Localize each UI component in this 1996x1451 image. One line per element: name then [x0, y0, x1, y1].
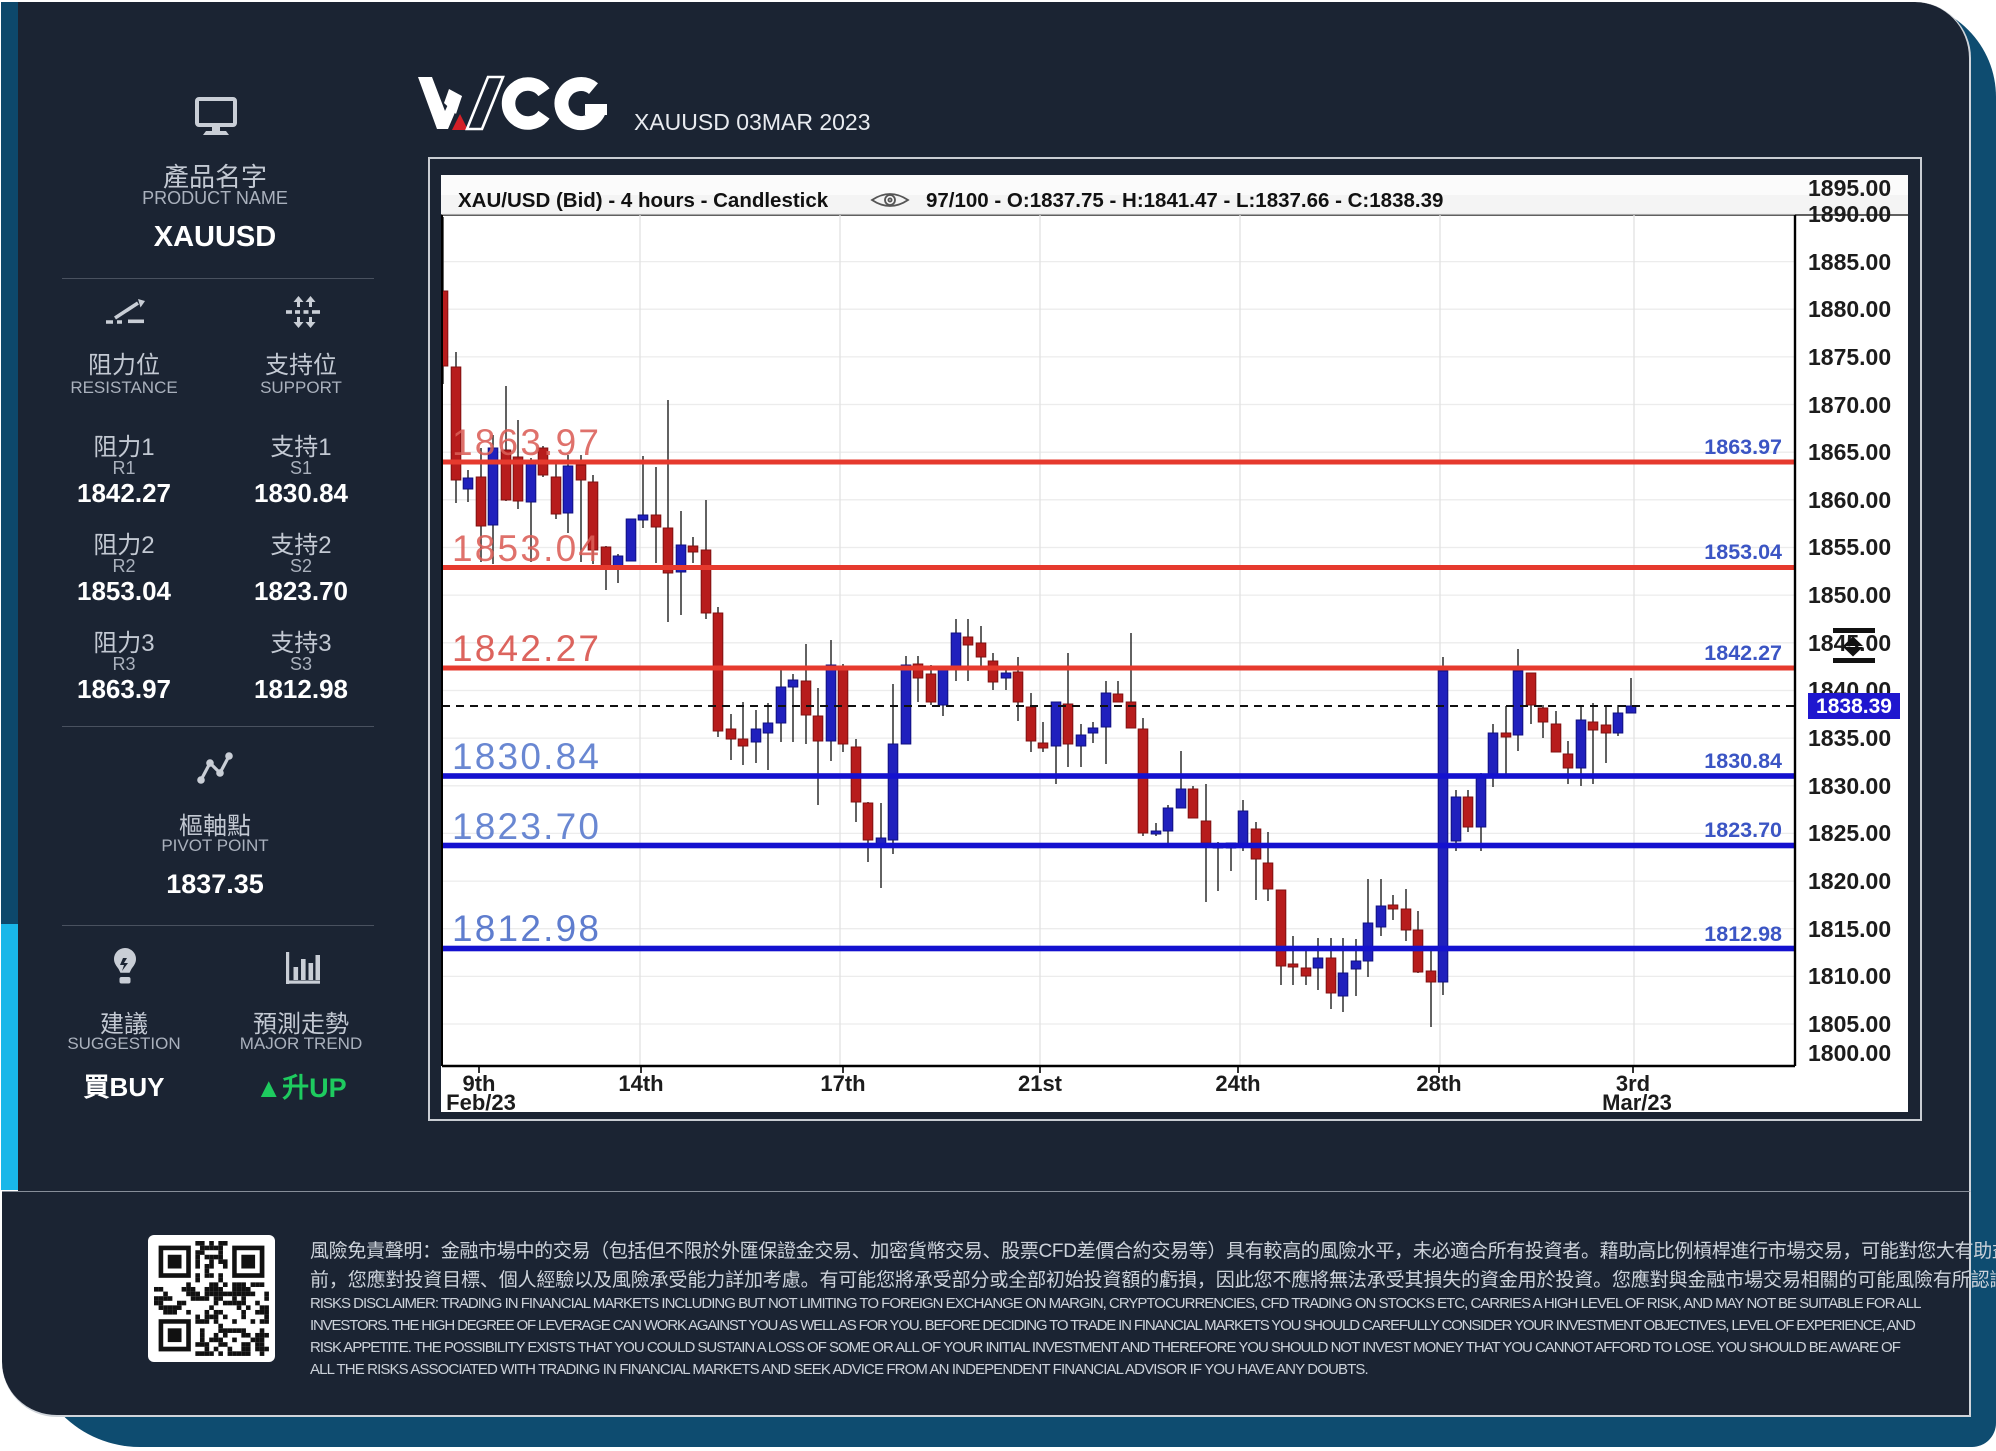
- svg-text:1863.97: 1863.97: [452, 422, 601, 463]
- svg-text:1812.98: 1812.98: [1704, 922, 1782, 946]
- svg-text:1830.84: 1830.84: [452, 736, 601, 777]
- svg-text:1885.00: 1885.00: [1808, 249, 1891, 275]
- svg-text:21st: 21st: [1018, 1071, 1063, 1096]
- svg-text:1853.04: 1853.04: [452, 528, 601, 569]
- svg-text:24th: 24th: [1215, 1071, 1260, 1096]
- svg-text:Mar/23: Mar/23: [1602, 1090, 1672, 1112]
- svg-text:1835.00: 1835.00: [1808, 725, 1891, 751]
- svg-text:1823.70: 1823.70: [452, 806, 601, 847]
- svg-text:1880.00: 1880.00: [1808, 296, 1891, 322]
- svg-text:1870.00: 1870.00: [1808, 392, 1891, 418]
- svg-text:Feb/23: Feb/23: [446, 1090, 516, 1112]
- svg-text:97/100 - O:1837.75 - H:1841.47: 97/100 - O:1837.75 - H:1841.47 - L:1837.…: [926, 189, 1443, 212]
- svg-text:1823.70: 1823.70: [1704, 818, 1782, 842]
- svg-text:1812.98: 1812.98: [452, 908, 601, 949]
- svg-text:1825.00: 1825.00: [1808, 820, 1891, 846]
- svg-text:1863.97: 1863.97: [1704, 435, 1782, 459]
- svg-text:1820.00: 1820.00: [1808, 868, 1891, 894]
- svg-text:9th: 9th: [463, 1071, 496, 1096]
- svg-text:1830.84: 1830.84: [1704, 749, 1782, 773]
- svg-text:1805.00: 1805.00: [1808, 1011, 1891, 1037]
- svg-text:1850.00: 1850.00: [1808, 582, 1891, 608]
- svg-text:1875.00: 1875.00: [1808, 344, 1891, 370]
- svg-text:1800.00: 1800.00: [1808, 1040, 1891, 1066]
- svg-text:1842.27: 1842.27: [452, 628, 601, 669]
- svg-text:1853.04: 1853.04: [1704, 540, 1782, 564]
- svg-text:1830.00: 1830.00: [1808, 773, 1891, 799]
- svg-text:1855.00: 1855.00: [1808, 534, 1891, 560]
- svg-text:17th: 17th: [820, 1071, 865, 1096]
- svg-text:1860.00: 1860.00: [1808, 487, 1891, 513]
- svg-text:3rd: 3rd: [1616, 1071, 1650, 1096]
- svg-text:1895.00: 1895.00: [1808, 175, 1891, 201]
- svg-text:1815.00: 1815.00: [1808, 916, 1891, 942]
- svg-text:14th: 14th: [618, 1071, 663, 1096]
- svg-text:1865.00: 1865.00: [1808, 439, 1891, 465]
- svg-text:1890.00: 1890.00: [1808, 201, 1891, 227]
- svg-text:1838.39: 1838.39: [1816, 695, 1892, 718]
- svg-text:28th: 28th: [1416, 1071, 1461, 1096]
- svg-text:1842.27: 1842.27: [1704, 641, 1782, 665]
- svg-text:1810.00: 1810.00: [1808, 963, 1891, 989]
- svg-text:XAU/USD (Bid) - 4 hours - Cand: XAU/USD (Bid) - 4 hours - Candlestick: [458, 189, 829, 212]
